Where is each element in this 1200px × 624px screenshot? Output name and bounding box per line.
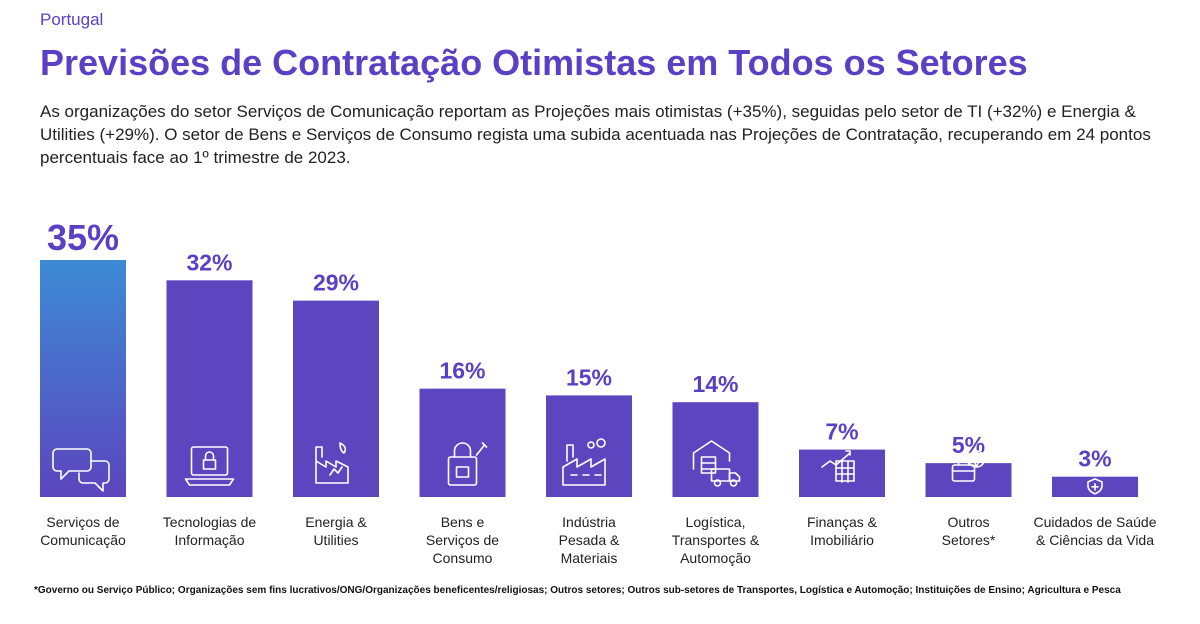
sector-bar-chart: 35% Serviços de Comunicação 32% Tecnologias … [40,217,1157,566]
value-label-6: 14% [692,371,738,397]
bar-8 [925,463,1012,497]
category-label-2: Tecnologias de Informação [163,514,257,548]
chat-bubbles-icon [52,448,110,492]
value-label-7: 7% [825,419,858,445]
category-label-6: Logística, Transportes & Automoção [672,514,760,566]
category-label-4: Bens e Serviços de Consumo [426,514,499,566]
category-label-7: Finanças & Imobiliário [807,514,878,548]
value-label-9: 3% [1078,446,1111,472]
bar-6 [672,402,759,497]
value-label-3: 29% [313,270,359,296]
category-label-5: Indústria Pesada & Materiais [559,514,620,566]
shield-cross-icon [1087,478,1103,495]
bars-layer: 35% Serviços de Comunicação 32% Tecnologias … [40,217,1157,566]
category-label-9: Cuidados de Saúde & Ciências da Vida [1034,514,1157,548]
category-label-8: Outros Setores* [942,514,996,548]
country-label: Portugal [40,10,104,29]
shopping-bag-icon [447,442,488,486]
warehouse-truck-icon [692,440,741,487]
value-label-4: 16% [439,358,485,384]
value-label-2: 32% [186,249,232,275]
value-label-5: 15% [566,364,612,390]
value-label-8: 5% [952,432,985,458]
laptop-lock-icon [184,446,235,486]
value-label-1: 35% [47,217,119,258]
factory-icon [562,438,606,486]
page-title: Previsões de Contratação Otimistas em To… [40,42,1028,83]
building-chart-icon [821,450,855,483]
category-label-3: Energia & Utilities [305,514,367,548]
footnote: *Governo ou Serviço Público; Organizaçõe… [34,585,1121,596]
page-subtitle: As organizações do setor Serviços de Com… [40,102,1151,167]
bar-2 [166,280,253,497]
briefcase-globe-icon [951,450,986,482]
energy-factory-icon [315,442,349,484]
bar-1 [40,260,126,497]
category-label-1: Serviços de Comunicação [40,514,126,548]
